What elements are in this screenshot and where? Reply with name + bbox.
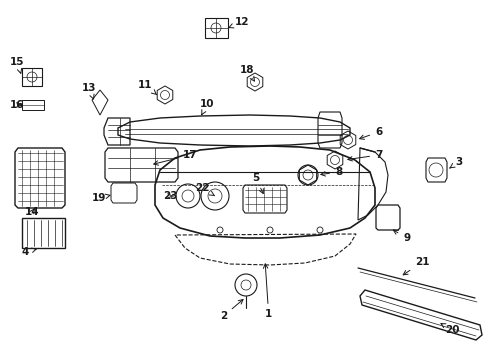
Text: 2: 2: [220, 300, 243, 321]
Text: 10: 10: [200, 99, 214, 115]
Text: 19: 19: [92, 193, 110, 203]
Text: 4: 4: [22, 247, 36, 257]
Text: 17: 17: [153, 150, 197, 165]
Text: 14: 14: [25, 207, 40, 217]
Text: 16: 16: [10, 100, 24, 110]
Bar: [22, 100, 44, 110]
Text: 7: 7: [347, 150, 382, 161]
Text: 8: 8: [320, 167, 342, 177]
Text: 23: 23: [163, 191, 177, 201]
Text: 15: 15: [10, 57, 24, 73]
Text: 1: 1: [263, 264, 272, 319]
Text: 11: 11: [138, 80, 156, 95]
Text: 3: 3: [449, 157, 461, 168]
Text: 13: 13: [82, 83, 96, 99]
Text: 12: 12: [228, 17, 249, 28]
Text: 20: 20: [440, 324, 459, 335]
Text: 21: 21: [403, 257, 428, 275]
Text: 9: 9: [392, 230, 409, 243]
Text: 22: 22: [195, 183, 214, 196]
Text: 18: 18: [240, 65, 254, 81]
Text: 5: 5: [251, 173, 263, 194]
Text: 6: 6: [359, 127, 382, 139]
